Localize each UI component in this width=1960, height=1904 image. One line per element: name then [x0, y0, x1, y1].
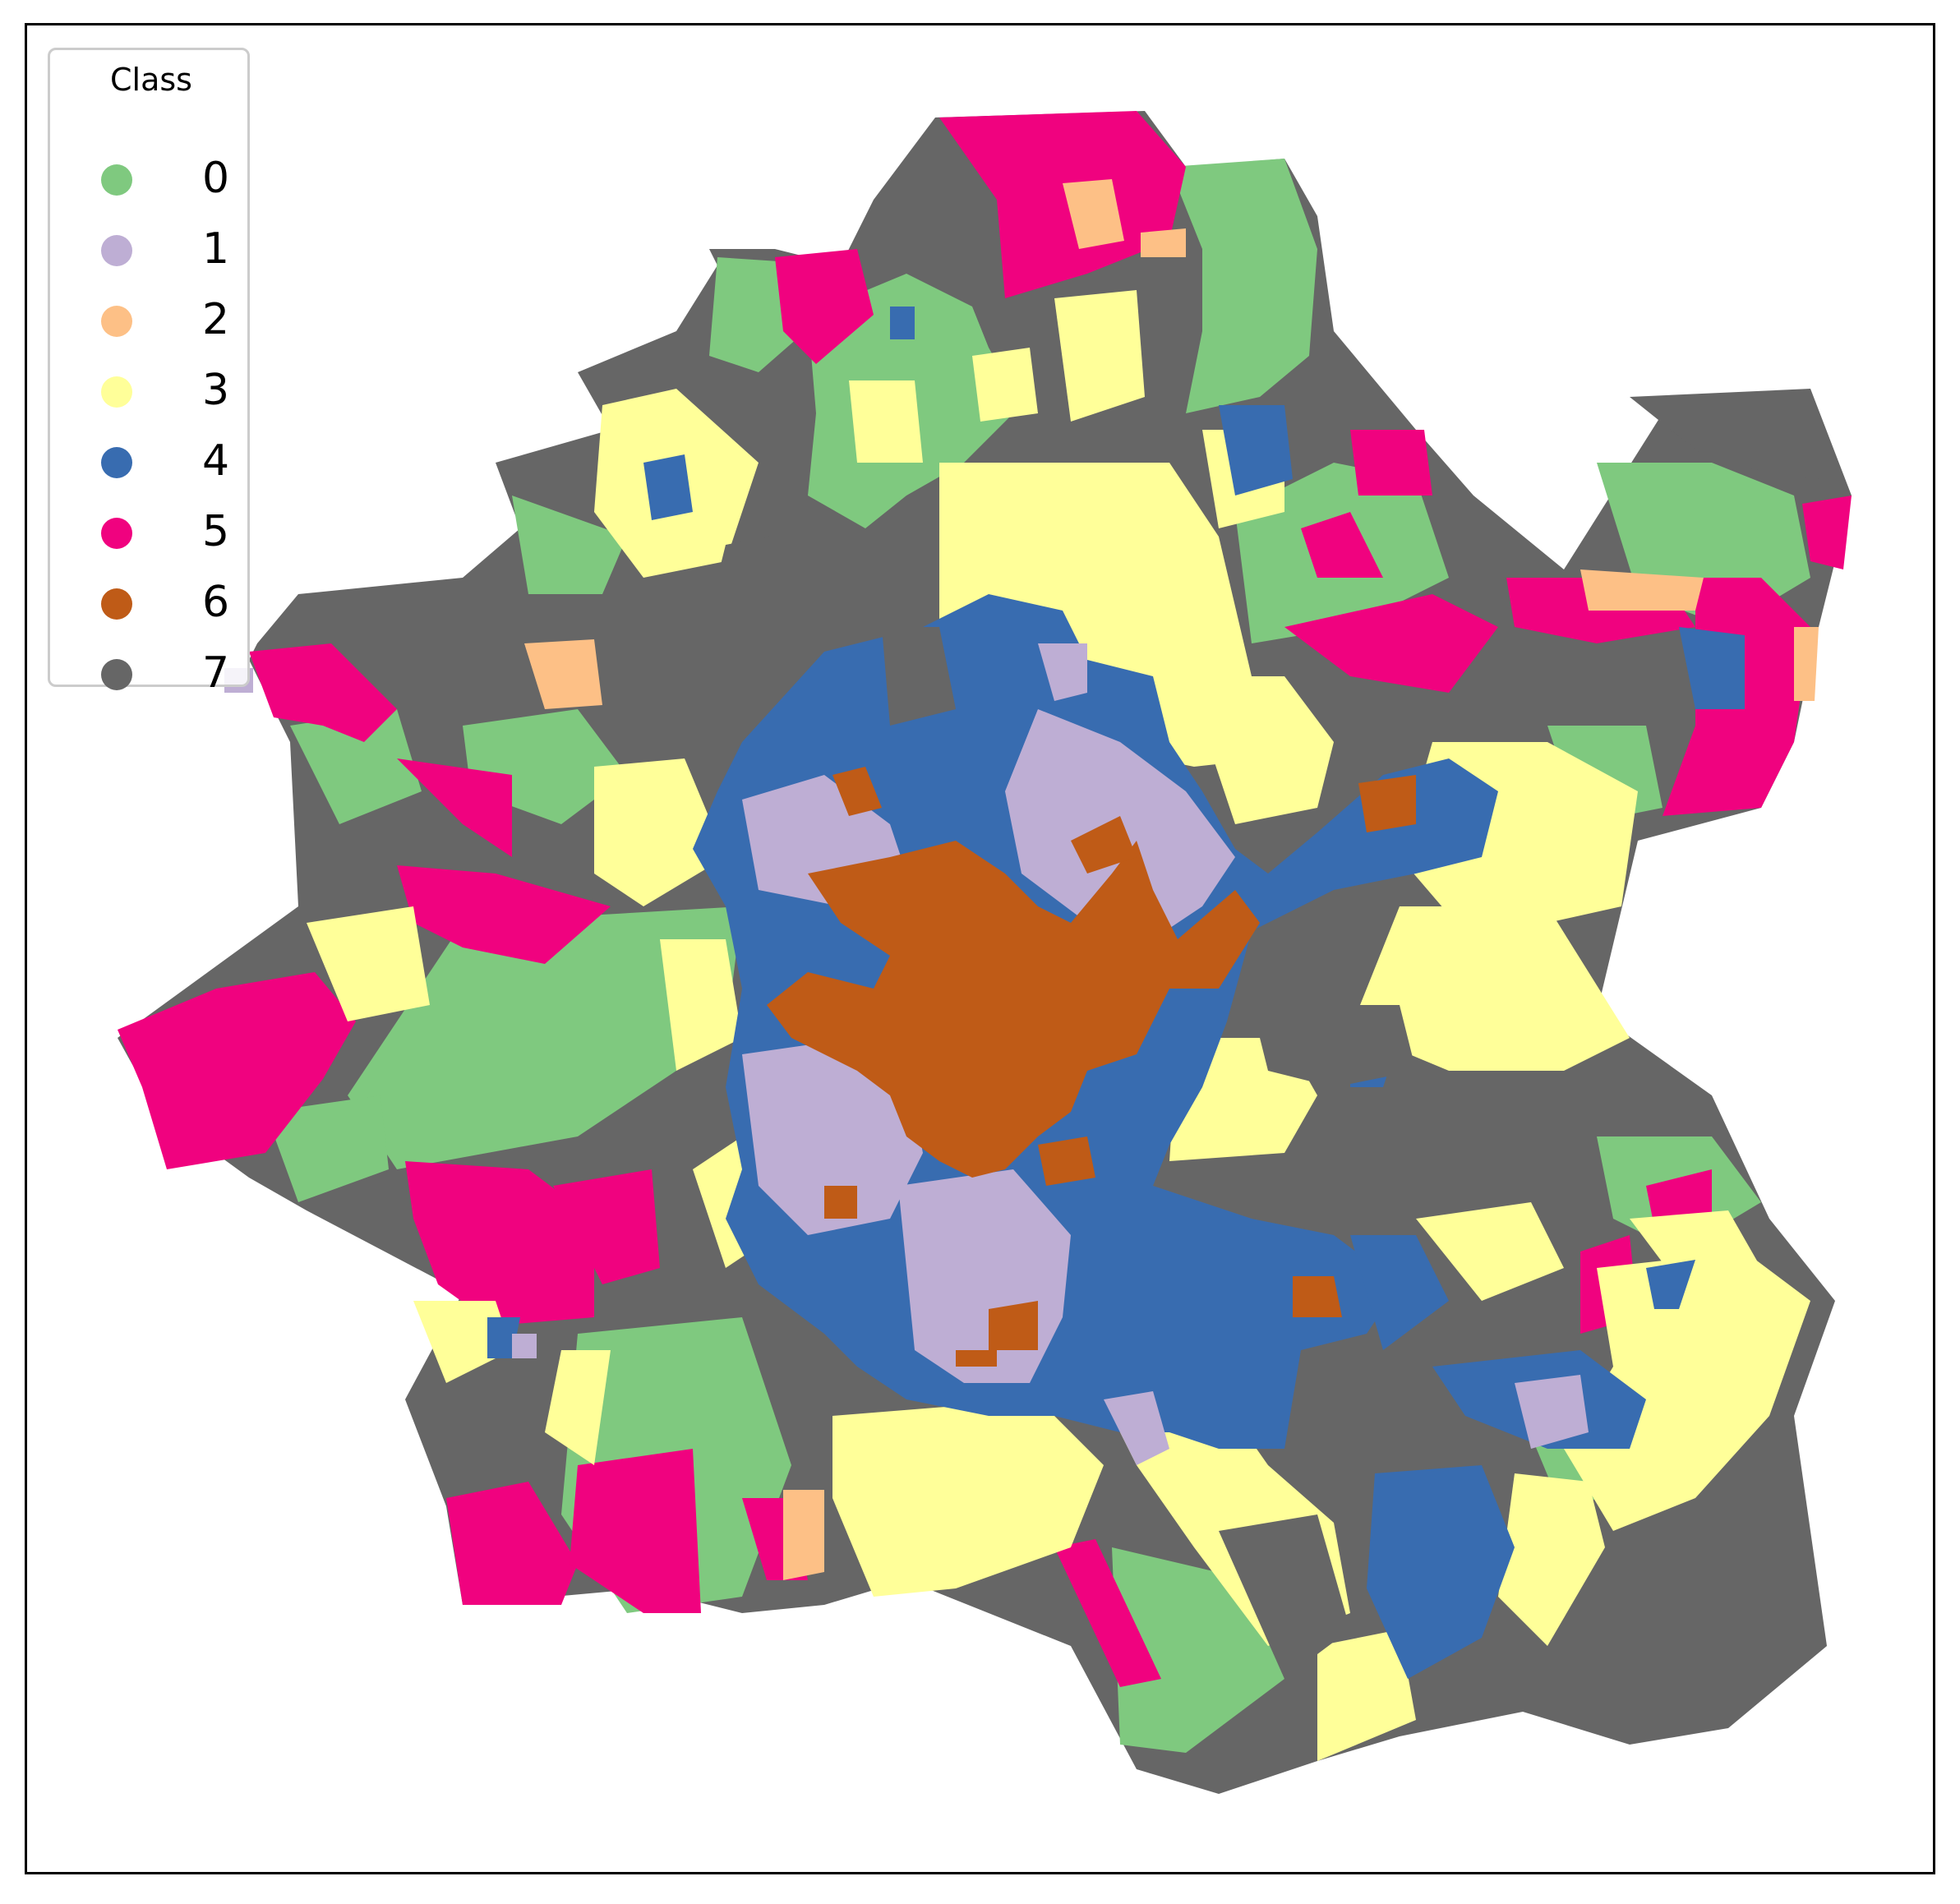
map-region-class-4: [1219, 405, 1293, 496]
legend-item-class-6: 6: [50, 571, 252, 637]
map-region-class-3: [1054, 290, 1145, 422]
map-region-class-7: [1252, 1005, 1416, 1087]
map-region-class-5: [1284, 594, 1498, 693]
map-region-class-3: [1416, 1202, 1564, 1301]
legend-label-class-2: 2: [202, 295, 230, 344]
map-region-class-5: [405, 1161, 594, 1325]
map-region-class-3: [307, 906, 430, 1021]
legend-marker-class-6: [101, 588, 132, 620]
map-region-class-1: [1038, 643, 1087, 701]
map-region-class-3: [1317, 1630, 1416, 1761]
map-region-class-0: [265, 1095, 389, 1202]
legend-label-class-1: 1: [202, 224, 230, 274]
legend-marker-class-7: [101, 659, 132, 690]
choropleth-map: [118, 111, 1852, 1794]
map-region-class-6: [832, 767, 882, 816]
map-region-class-6: [1071, 816, 1137, 874]
map-region-class-3: [1186, 676, 1334, 824]
map-region-class-4: [1350, 1235, 1449, 1350]
map-region-class-5: [118, 972, 356, 1169]
map-region-class-5: [1350, 430, 1432, 496]
map-region-class-3: [1630, 1210, 1761, 1284]
legend-marker-class-5: [101, 518, 132, 549]
map-region-class-5: [1802, 496, 1852, 569]
legend-label-class-6: 6: [202, 578, 230, 627]
map-region-class-5: [1301, 512, 1383, 578]
legend-marker-class-3: [101, 376, 132, 408]
map-region-class-1: [742, 1038, 923, 1235]
map-region-class-2: [1580, 569, 1704, 611]
map-region-class-1: [1104, 1391, 1169, 1465]
map-region-class-3: [1564, 1252, 1810, 1531]
map-region-class-6: [1038, 1136, 1095, 1186]
map-region-class-5: [446, 1482, 578, 1605]
map-region-class-3: [1350, 906, 1630, 1071]
map-region-class-7: [882, 627, 956, 726]
map-region-class-7: [1219, 1514, 1350, 1679]
map-region-class-3: [832, 1399, 1104, 1597]
map-region-class-4: [643, 454, 693, 520]
legend-item-class-1: 1: [50, 218, 252, 284]
legend-label-class-4: 4: [202, 436, 230, 486]
map-region-class-3: [849, 380, 923, 463]
map-region-class-2: [783, 1490, 824, 1580]
map-region-class-5: [775, 249, 874, 364]
map-region-class-0: [512, 496, 627, 594]
map-region-class-6: [824, 1186, 857, 1219]
map-region-class-6: [989, 1301, 1038, 1350]
legend-item-class-2: 2: [50, 288, 252, 354]
map-legend: Class 0 1 2 3 4 5 6 7: [48, 48, 252, 698]
map-region-class-0: [348, 906, 742, 1169]
map-region-class-2: [1141, 228, 1186, 257]
map-region-class-5: [397, 758, 512, 857]
map-region-class-3: [545, 1350, 611, 1465]
map-region-class-4: [1646, 1260, 1695, 1309]
legend-item-class-0: 0: [50, 147, 252, 213]
map-region-class-7: [1630, 389, 1819, 479]
map-region-class-6: [1358, 775, 1416, 832]
map-region-class-3: [660, 939, 742, 1071]
legend-label-class-3: 3: [202, 366, 230, 415]
map-region-class-2: [1794, 627, 1819, 701]
map-region-class-5: [570, 1449, 701, 1613]
map-region-class-5: [553, 1169, 660, 1284]
legend-marker-class-4: [101, 447, 132, 478]
map-region-class-5: [1646, 1169, 1712, 1227]
legend-marker-class-2: [101, 306, 132, 337]
legend-item-class-5: 5: [50, 500, 252, 566]
map-region-class-3: [594, 758, 726, 906]
map-region-class-5: [939, 111, 1186, 298]
legend-title: Class: [110, 62, 192, 98]
map-region-class-0: [290, 709, 422, 824]
map-region-class-5: [249, 643, 397, 742]
legend-marker-class-1: [101, 235, 132, 266]
legend-item-class-3: 3: [50, 359, 252, 425]
legend-marker-class-0: [101, 164, 132, 196]
map-region-class-4: [1679, 627, 1745, 709]
legend-label-class-5: 5: [202, 507, 230, 556]
map-frame: [25, 23, 1935, 1874]
legend-label-class-0: 0: [202, 154, 230, 203]
map-region-class-4: [890, 307, 915, 339]
legend-item-class-4: 4: [50, 430, 252, 496]
map-region-class-6: [767, 841, 1260, 1178]
map-region-class-2: [524, 639, 602, 709]
map-region-class-3: [1498, 1473, 1605, 1646]
map-region-class-6: [956, 1350, 997, 1367]
map-region-class-2: [1063, 179, 1124, 249]
map-region-class-5: [1054, 1539, 1161, 1687]
map-region-class-4: [1367, 1465, 1515, 1679]
map-region-class-5: [397, 865, 611, 964]
map-region-class-3: [972, 348, 1038, 422]
map-region-class-7: [709, 528, 841, 676]
legend-label-class-7: 7: [202, 648, 230, 698]
map-region-class-1: [512, 1334, 537, 1358]
map-region-class-6: [1293, 1276, 1342, 1317]
map-region-class-0: [1169, 159, 1317, 413]
legend-item-class-7: 7: [50, 642, 252, 708]
map-region-class-1: [1515, 1375, 1589, 1449]
